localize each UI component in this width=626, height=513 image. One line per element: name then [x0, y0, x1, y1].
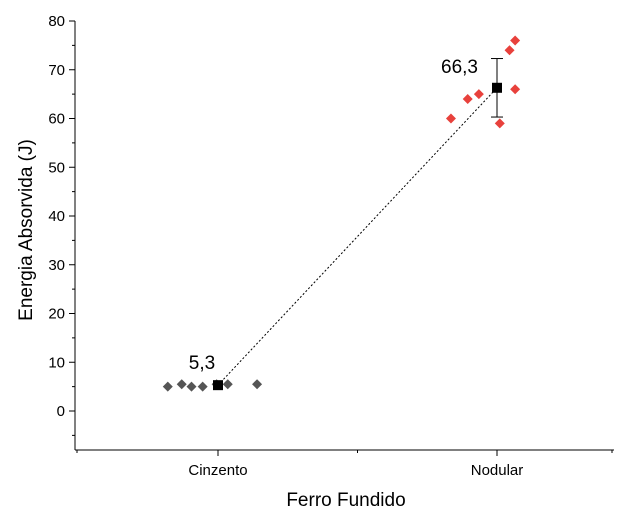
x-tick-label: Cinzento [188, 462, 247, 479]
y-tick-label: 80 [48, 13, 65, 30]
mean-value-label: 66,3 [441, 57, 478, 78]
axes [74, 21, 614, 451]
x-axis-label: Ferro Fundido [286, 490, 405, 511]
y-tick-label: 40 [48, 208, 65, 225]
data-point [176, 379, 187, 390]
y-tick-label: 20 [48, 306, 65, 323]
data-point [473, 89, 484, 100]
data-point [222, 379, 233, 390]
data-point [186, 381, 197, 392]
data-point [252, 379, 263, 390]
data-point [197, 381, 208, 392]
mean-marker [213, 380, 223, 391]
y-tick-label: 70 [48, 62, 65, 79]
y-tick-label: 60 [48, 111, 65, 128]
data-point [510, 35, 521, 46]
mean-markers: 5,3 66,3 [189, 57, 503, 391]
x-tick-label: Nodular [471, 462, 524, 479]
mean-connector [217, 87, 498, 386]
data-point [445, 113, 456, 124]
mean-trend-line [217, 87, 498, 386]
y-axis-label: Energia Absorvida (J) [16, 139, 37, 321]
data-point [504, 45, 515, 56]
data-point [510, 84, 521, 95]
data-point [494, 118, 505, 129]
y-tick-label: 50 [48, 159, 65, 176]
ticks: 0 10 20 30 40 50 60 70 80 Cinzento Nodular [48, 13, 613, 479]
y-tick-label: 0 [57, 403, 65, 420]
data-point [462, 94, 473, 104]
data-point [162, 381, 173, 392]
mean-value-label: 5,3 [189, 353, 215, 374]
data-points [162, 35, 521, 392]
y-tick-label: 10 [48, 354, 65, 371]
y-tick-label: 30 [48, 257, 65, 274]
mean-marker [492, 82, 502, 93]
